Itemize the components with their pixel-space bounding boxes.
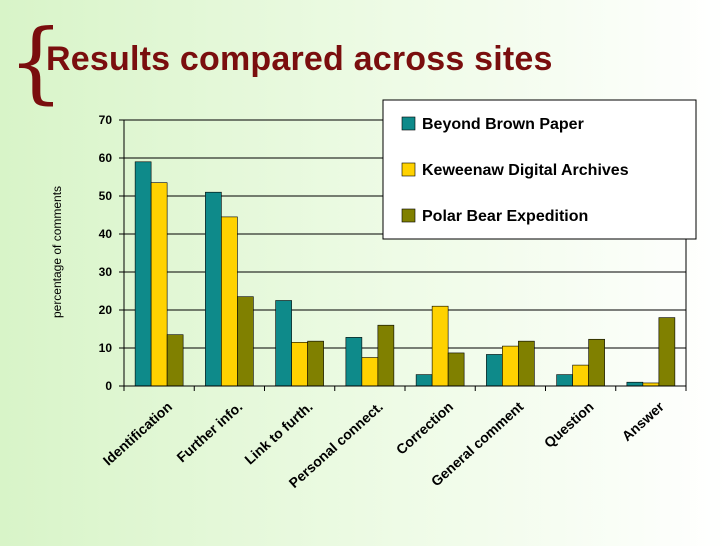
bar — [275, 300, 292, 387]
x-tick-label: Further info. — [173, 398, 245, 465]
legend-label: Keweenaw Digital Archives — [422, 162, 629, 179]
bar — [658, 317, 676, 387]
bar — [431, 305, 449, 387]
y-tick-label: 70 — [99, 113, 113, 127]
bar — [166, 334, 184, 387]
x-tick-label: Question — [541, 398, 597, 450]
legend-swatch — [401, 208, 416, 223]
slide-title: Results compared across sites — [46, 40, 553, 78]
bar-group — [415, 305, 465, 387]
bar-group — [345, 324, 395, 387]
bar-group — [134, 161, 184, 387]
bar — [572, 364, 589, 387]
bar-groups — [134, 161, 676, 387]
bar — [307, 340, 324, 387]
y-tick-label: 40 — [99, 227, 113, 241]
bar-group — [486, 340, 535, 387]
legend-swatch — [401, 116, 416, 131]
bar — [237, 296, 254, 387]
title-brace: { — [8, 10, 64, 113]
chart-legend: Beyond Brown Paper Keweenaw Digital Archi… — [382, 99, 697, 240]
bar — [134, 161, 152, 387]
x-tick-label: Identification — [100, 398, 175, 468]
bar — [447, 352, 465, 387]
bar-group — [626, 317, 676, 387]
bar — [518, 340, 535, 387]
y-tick-label: 10 — [99, 341, 113, 355]
bar — [486, 354, 503, 387]
bar — [588, 338, 605, 387]
y-tick-label: 60 — [99, 151, 113, 165]
legend-box — [382, 99, 697, 240]
y-tick-label: 30 — [99, 265, 113, 279]
legend-label: Polar Bear Expedition — [422, 208, 588, 225]
bar-group — [275, 300, 324, 387]
bar — [205, 191, 222, 387]
x-tick-label: Correction — [393, 398, 456, 457]
bar — [345, 337, 363, 387]
bar — [502, 345, 519, 387]
bar — [361, 357, 379, 387]
y-axis-label: percentage of comments — [50, 186, 64, 318]
bar — [377, 324, 395, 387]
bar-group — [205, 191, 254, 387]
bar-group — [556, 338, 605, 387]
bar — [291, 341, 308, 387]
y-tick-label: 50 — [99, 189, 113, 203]
bar — [415, 374, 433, 387]
bar — [556, 374, 573, 387]
bar — [626, 381, 644, 387]
legend-label: Beyond Brown Paper — [422, 116, 584, 133]
y-tick-label: 20 — [99, 303, 113, 317]
bar — [150, 182, 168, 387]
x-tick-label: Answer — [619, 398, 668, 444]
bar — [221, 216, 238, 387]
y-tick-label: 0 — [105, 379, 112, 393]
legend-swatch — [401, 162, 416, 177]
x-tick-label: Link to furth. — [241, 398, 315, 467]
y-tick-labels: 0 10 20 30 40 50 60 70 — [99, 113, 113, 393]
